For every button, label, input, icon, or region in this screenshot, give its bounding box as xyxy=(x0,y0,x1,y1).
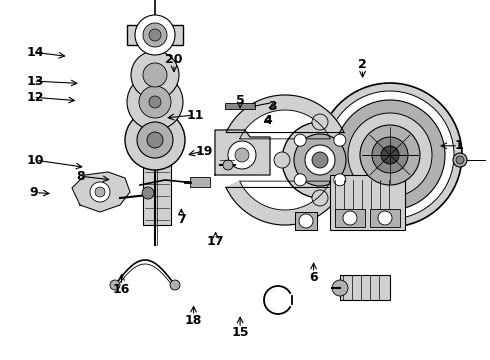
Circle shape xyxy=(139,86,171,118)
Circle shape xyxy=(335,100,445,210)
Bar xyxy=(370,209,400,227)
Polygon shape xyxy=(226,95,344,139)
Text: 14: 14 xyxy=(27,46,45,59)
Circle shape xyxy=(149,29,161,41)
Circle shape xyxy=(143,23,167,47)
Circle shape xyxy=(131,51,179,99)
Circle shape xyxy=(235,148,249,162)
Text: 10: 10 xyxy=(27,154,45,167)
Bar xyxy=(225,103,255,109)
Text: 9: 9 xyxy=(29,186,38,199)
Circle shape xyxy=(228,141,256,169)
Circle shape xyxy=(294,174,306,186)
Circle shape xyxy=(372,137,408,173)
Bar xyxy=(335,209,365,227)
Circle shape xyxy=(312,190,328,206)
Bar xyxy=(143,135,171,225)
Circle shape xyxy=(381,146,399,164)
Bar xyxy=(340,275,390,300)
Circle shape xyxy=(318,83,462,227)
Circle shape xyxy=(378,211,392,225)
Circle shape xyxy=(305,145,335,175)
Text: 18: 18 xyxy=(185,314,202,327)
Polygon shape xyxy=(215,130,270,175)
Text: 13: 13 xyxy=(27,75,44,87)
Circle shape xyxy=(299,214,313,228)
Circle shape xyxy=(274,152,290,168)
Circle shape xyxy=(350,152,366,168)
Circle shape xyxy=(223,160,233,170)
Circle shape xyxy=(127,74,183,130)
Circle shape xyxy=(456,156,464,164)
Polygon shape xyxy=(72,172,130,212)
Circle shape xyxy=(282,122,358,198)
Text: 2: 2 xyxy=(358,58,367,71)
Circle shape xyxy=(137,122,173,158)
Circle shape xyxy=(143,63,167,87)
Circle shape xyxy=(453,153,467,167)
Text: 16: 16 xyxy=(113,283,130,296)
Circle shape xyxy=(360,125,420,185)
Text: 8: 8 xyxy=(76,170,85,183)
Circle shape xyxy=(312,114,328,130)
Text: 12: 12 xyxy=(27,91,45,104)
Text: 7: 7 xyxy=(177,213,186,226)
Circle shape xyxy=(343,211,357,225)
Text: 15: 15 xyxy=(231,327,249,339)
Text: 20: 20 xyxy=(165,53,183,66)
Circle shape xyxy=(326,91,454,219)
Circle shape xyxy=(142,187,154,199)
Circle shape xyxy=(125,110,185,170)
Bar xyxy=(295,212,317,230)
Text: 4: 4 xyxy=(263,114,272,127)
Bar xyxy=(190,177,210,187)
Text: 5: 5 xyxy=(236,94,245,107)
Circle shape xyxy=(294,134,346,186)
Text: 17: 17 xyxy=(207,235,224,248)
Circle shape xyxy=(149,96,161,108)
Text: 11: 11 xyxy=(186,109,204,122)
Circle shape xyxy=(95,187,105,197)
Circle shape xyxy=(90,182,110,202)
Text: 6: 6 xyxy=(309,271,318,284)
Bar xyxy=(330,175,405,230)
Circle shape xyxy=(135,15,175,55)
Text: 3: 3 xyxy=(268,100,277,113)
Circle shape xyxy=(334,134,346,146)
Bar xyxy=(127,25,183,45)
Circle shape xyxy=(110,280,120,290)
Circle shape xyxy=(334,174,346,186)
Text: 19: 19 xyxy=(196,145,213,158)
Text: 1: 1 xyxy=(454,139,463,152)
Circle shape xyxy=(348,113,432,197)
Circle shape xyxy=(332,280,348,296)
Circle shape xyxy=(294,134,306,146)
Circle shape xyxy=(147,132,163,148)
Circle shape xyxy=(170,280,180,290)
Polygon shape xyxy=(226,181,344,225)
Circle shape xyxy=(312,152,328,168)
